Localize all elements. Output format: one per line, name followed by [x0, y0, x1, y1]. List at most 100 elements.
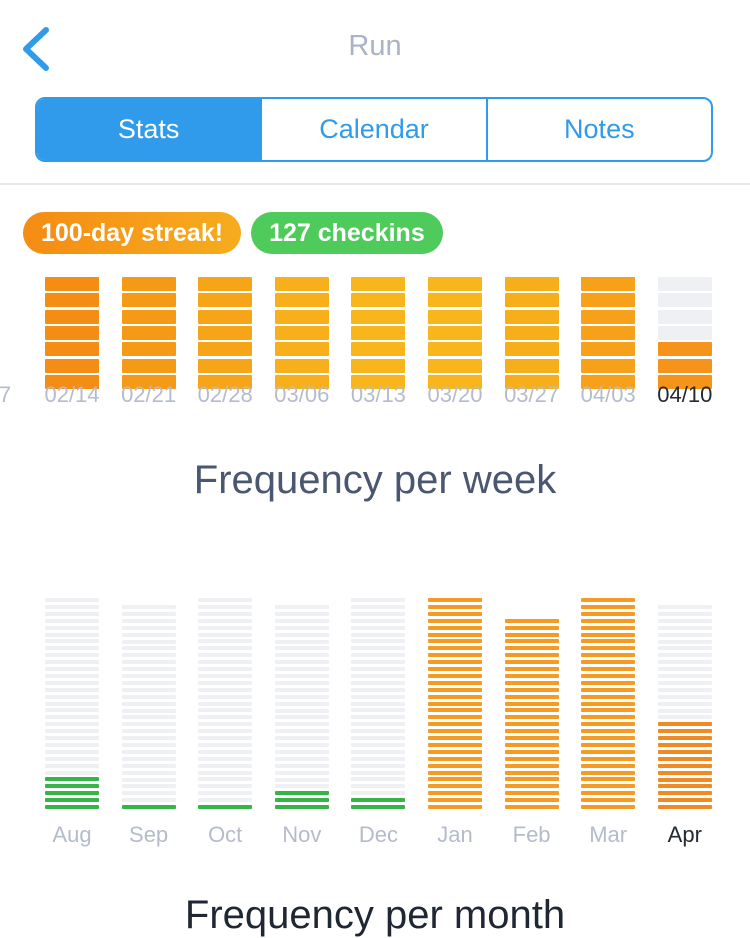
bar-segment: [274, 358, 329, 373]
bar-segment: [351, 604, 406, 609]
bar-segment: [198, 646, 253, 651]
bar-segment: [428, 598, 482, 603]
bar-segment: [428, 791, 482, 796]
bar-segment: [428, 673, 482, 678]
bar-segment: [198, 749, 253, 754]
bar-segment: [504, 673, 559, 678]
bar-segment: [274, 293, 329, 308]
bar-segment: [504, 694, 559, 699]
month-tick-label: Nov: [282, 822, 322, 847]
back-button[interactable]: [18, 26, 58, 72]
bar-segment: [428, 777, 482, 782]
bar-segment: [45, 342, 99, 357]
bar-segment: [351, 708, 406, 713]
bar-segment: [581, 611, 636, 616]
bar-segment: [274, 325, 329, 340]
tab-notes[interactable]: Notes: [485, 99, 711, 160]
bar-segment: [428, 722, 482, 727]
bar-segment: [198, 736, 253, 741]
bar-segment: [45, 694, 99, 699]
month-bar-sep: [121, 605, 176, 812]
bar-segment: [121, 798, 176, 803]
week-bar-03-13: [351, 277, 406, 391]
bar-segment: [581, 777, 636, 782]
bar-segment: [504, 632, 559, 637]
bar-segment: [198, 673, 253, 678]
bar-segment: [504, 342, 559, 357]
bar-segment: [581, 660, 636, 665]
bar-segment: [45, 763, 99, 768]
bar-segment: [657, 784, 712, 789]
bar-segment: [351, 742, 406, 747]
bar-segment: [198, 618, 253, 623]
bar-segment: [351, 770, 406, 775]
bar-segment: [198, 763, 253, 768]
bar-segment: [351, 784, 406, 789]
bar-segment: [121, 342, 176, 357]
bar-segment: [351, 611, 406, 616]
bar-segment: [121, 756, 176, 761]
bar-segment: [121, 674, 176, 678]
bar-segment: [45, 791, 99, 796]
bar-segment: [581, 680, 636, 685]
bar-segment: [581, 708, 636, 713]
month-bar-nov: [274, 605, 329, 812]
bar-segment: [198, 639, 253, 644]
bar-segment: [45, 722, 99, 727]
bar-segment: [198, 701, 253, 706]
page-title: Run: [348, 30, 402, 62]
bar-segment: [504, 701, 559, 706]
tab-calendar[interactable]: Calendar: [260, 99, 485, 160]
bar-segment: [45, 293, 99, 308]
bar-segment: [198, 756, 253, 761]
bar-segment: [581, 618, 636, 623]
bar-segment: [428, 667, 482, 672]
bar-segment: [121, 618, 176, 623]
week-tick-label: 03/06: [274, 382, 330, 407]
bar-segment: [121, 694, 176, 699]
bar-segment: [428, 680, 482, 685]
week-tick-label: 04/03: [580, 382, 636, 407]
bar-segment: [428, 805, 482, 810]
bar-segment: [274, 715, 329, 720]
bar-segment: [428, 309, 482, 324]
bar-segment: [274, 687, 329, 692]
bar-segment: [504, 358, 559, 373]
bar-segment: [657, 646, 712, 651]
bar-segment: [657, 680, 712, 685]
bar-segment: [581, 798, 636, 803]
bar-segment: [121, 639, 176, 644]
bar-segment: [581, 639, 636, 644]
bar-segment: [351, 309, 406, 324]
bar-segment: [657, 791, 712, 796]
bar-segment: [198, 680, 253, 685]
bar-segment: [428, 277, 482, 291]
bar-segment: [428, 358, 482, 373]
bar-segment: [45, 277, 99, 291]
bar-segment: [351, 646, 406, 651]
bar-segment: [504, 756, 559, 761]
bar-segment: [581, 742, 636, 747]
partial-tick-label: 7: [0, 382, 12, 407]
bar-segment: [504, 722, 559, 727]
bar-segment: [351, 736, 406, 741]
bar-segment: [121, 777, 176, 782]
bar-segment: [581, 763, 636, 768]
bar-segment: [504, 293, 559, 308]
bar-segment: [581, 736, 636, 741]
bar-segment: [121, 749, 176, 754]
bar-segment: [428, 632, 482, 637]
bar-segment: [121, 805, 176, 810]
bar-segment: [274, 756, 329, 761]
bar-segment: [121, 325, 176, 340]
bar-segment: [274, 342, 329, 357]
bar-segment: [351, 729, 406, 734]
tab-stats[interactable]: Stats: [37, 99, 261, 160]
bar-segment: [121, 293, 176, 308]
bar-segment: [45, 742, 99, 747]
bar-segment: [351, 791, 406, 796]
bar-segment: [581, 722, 636, 727]
bar-segment: [198, 805, 253, 810]
bar-segment: [274, 625, 329, 630]
bar-segment: [351, 277, 406, 291]
